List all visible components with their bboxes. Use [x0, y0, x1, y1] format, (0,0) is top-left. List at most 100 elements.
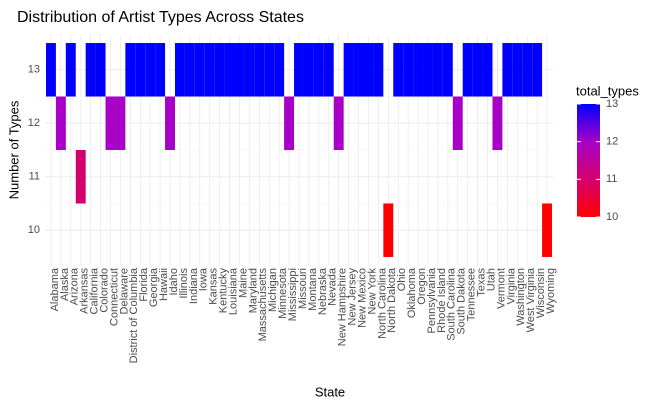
- legend-tick-label: 11: [606, 173, 617, 185]
- tile: [452, 96, 463, 150]
- x-tick-label: Wyoming: [545, 268, 557, 314]
- x-tick-label: Nevada: [327, 267, 339, 306]
- tile: [105, 96, 116, 150]
- x-tick-label: Arizona: [69, 267, 81, 305]
- x-tick-label: Hawaii: [158, 268, 170, 301]
- x-tick-label: Maine: [237, 268, 249, 298]
- legend-tick-label: 10: [606, 211, 618, 223]
- legend-tick-label: 12: [606, 136, 618, 148]
- tile: [472, 43, 483, 97]
- x-tick-label: Idaho: [168, 268, 180, 296]
- x-tick-label: New Hampshire: [337, 268, 349, 346]
- x-tick-label: Utah: [485, 268, 497, 291]
- x-tick-label: Washington: [515, 268, 527, 326]
- x-tick-label: Michigan: [267, 268, 279, 312]
- tile: [512, 43, 523, 97]
- x-tick-label: Iowa: [198, 267, 210, 291]
- tile: [333, 96, 344, 150]
- x-tick-label: Louisiana: [227, 267, 239, 315]
- x-tick-label: Illinois: [178, 268, 190, 299]
- tile: [284, 96, 295, 150]
- x-tick-label: Montana: [307, 267, 319, 311]
- x-tick-label: Alabama: [49, 267, 61, 311]
- tile: [423, 43, 433, 97]
- tile: [194, 43, 205, 97]
- tile: [274, 43, 285, 97]
- x-tick-label: Texas: [476, 268, 488, 297]
- y-tick-label: 12: [28, 117, 40, 129]
- x-tick-label: New Mexico: [356, 268, 368, 328]
- x-tick-label: Maryland: [247, 268, 259, 313]
- tile: [462, 43, 473, 97]
- x-tick-label: Vermont: [495, 268, 507, 309]
- tile: [413, 43, 424, 97]
- tile: [145, 43, 156, 97]
- x-tick-label: New York: [366, 268, 378, 315]
- x-tick-label: Connecticut: [108, 268, 120, 326]
- x-tick-label: District of Columbia: [128, 267, 140, 363]
- tile: [65, 43, 76, 97]
- x-tick-label: North Carolina: [376, 267, 388, 339]
- legend-tick-label: 13: [606, 98, 618, 110]
- x-tick-label: Pennsylvania: [426, 267, 438, 333]
- tile: [204, 43, 215, 97]
- x-tick-label: Nebraska: [317, 267, 329, 315]
- tile: [432, 43, 443, 97]
- tile: [234, 43, 245, 97]
- tile: [214, 43, 225, 97]
- tile: [353, 43, 364, 97]
- tile: [403, 43, 414, 97]
- tile: [492, 96, 503, 150]
- y-tick-label: 13: [28, 64, 40, 76]
- x-tick-label: Tennessee: [466, 268, 478, 321]
- x-tick-label: Virginia: [505, 267, 517, 304]
- tile: [85, 43, 96, 97]
- tile: [45, 43, 56, 97]
- x-tick-label: Colorado: [98, 268, 110, 313]
- tile: [55, 96, 66, 150]
- tile: [393, 43, 404, 97]
- tile: [115, 96, 126, 150]
- tile: [155, 43, 166, 97]
- chart-title: Distribution of Artist Types Across Stat…: [17, 9, 304, 26]
- tile: [313, 43, 324, 97]
- x-tick-label: West Virginia: [525, 267, 537, 332]
- tile: [224, 43, 235, 97]
- x-tick-label: California: [89, 267, 101, 314]
- x-tick-label: Ohio: [396, 268, 408, 291]
- tile: [125, 43, 136, 97]
- tile: [502, 43, 513, 97]
- x-tick-label: Florida: [138, 267, 150, 302]
- tile: [482, 43, 493, 97]
- tile: [95, 43, 106, 97]
- tile: [542, 203, 553, 257]
- y-tick-label: 11: [29, 171, 40, 183]
- tile: [294, 43, 304, 97]
- y-axis-label: Number of Types: [6, 100, 21, 199]
- x-tick-label: Oklahoma: [406, 267, 418, 318]
- tile: [244, 43, 255, 97]
- tile: [174, 43, 185, 97]
- tile: [184, 43, 195, 97]
- x-tick-label: Wisconsin: [535, 268, 547, 318]
- tile: [363, 43, 374, 97]
- tile: [303, 43, 314, 97]
- x-tick-label: Oregon: [416, 268, 428, 305]
- tile: [442, 43, 453, 97]
- x-tick-label: Missouri: [297, 268, 309, 309]
- x-tick-label: North Dakota: [386, 267, 398, 333]
- tile: [135, 43, 146, 97]
- legend-title: total_types: [576, 83, 639, 98]
- tile: [75, 150, 86, 204]
- tile: [522, 43, 533, 97]
- x-tick-label: Alaska: [59, 267, 71, 301]
- tile: [254, 43, 265, 97]
- x-tick-label: Kentucky: [218, 268, 230, 314]
- x-axis-label: State: [315, 384, 345, 399]
- x-tick-label: South Carolina: [446, 267, 458, 341]
- tile: [165, 96, 175, 150]
- x-tick-label: New Jersey: [347, 268, 359, 326]
- x-tick-label: Arkansas: [79, 268, 91, 314]
- x-tick-label: Georgia: [148, 267, 160, 307]
